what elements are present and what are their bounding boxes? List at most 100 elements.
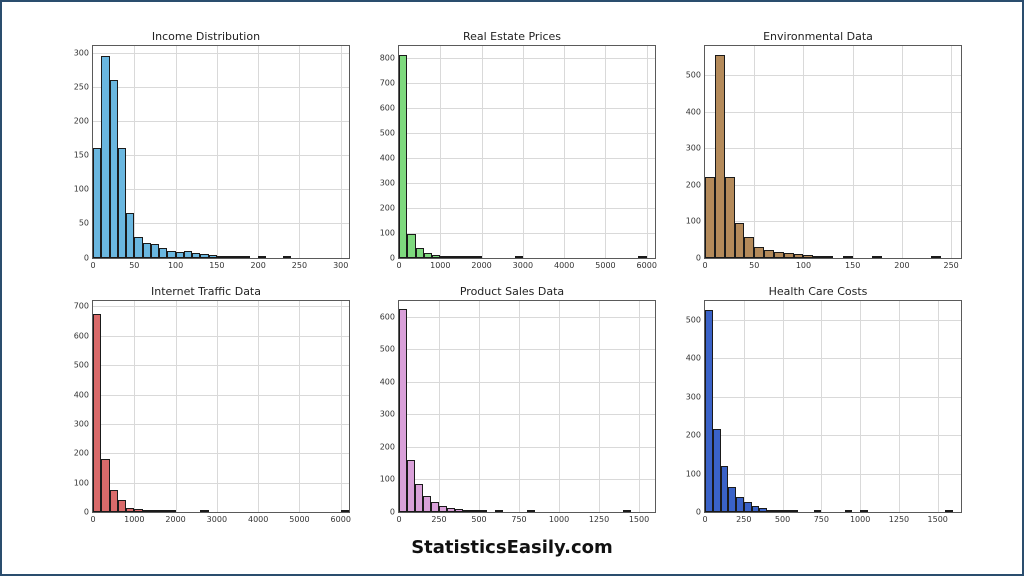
histogram-bar xyxy=(407,460,415,512)
histogram-bar xyxy=(399,55,407,258)
grid-line xyxy=(399,447,655,448)
y-tick-label: 600 xyxy=(380,312,399,321)
histogram-bar xyxy=(151,510,159,512)
histogram-bar xyxy=(126,213,134,257)
histogram-bar xyxy=(465,256,473,258)
grid-line xyxy=(821,301,822,513)
grid-line xyxy=(93,53,349,54)
x-tick-label: 1250 xyxy=(589,512,609,524)
histogram-bar xyxy=(728,487,736,512)
plot-area: 01002003004005000250500750100012501500 xyxy=(704,300,962,514)
histogram-bar xyxy=(176,252,184,257)
grid-line xyxy=(559,301,560,513)
y-tick-label: 500 xyxy=(74,361,93,370)
histogram-bar xyxy=(872,256,882,258)
histogram-bar xyxy=(767,510,775,512)
grid-line xyxy=(93,189,349,190)
y-tick-label: 500 xyxy=(686,71,705,80)
y-tick-label: 250 xyxy=(74,82,93,91)
y-tick-label: 100 xyxy=(380,228,399,237)
histogram-bar xyxy=(159,248,167,258)
histogram-bar xyxy=(341,510,349,512)
grid-line xyxy=(93,336,349,337)
x-tick-label: 5000 xyxy=(595,258,615,270)
grid-line xyxy=(93,87,349,88)
grid-line xyxy=(705,185,961,186)
histogram-bar xyxy=(813,256,823,258)
x-tick-label: 1000 xyxy=(549,512,569,524)
chart-title: Health Care Costs xyxy=(674,285,962,298)
x-tick-label: 6000 xyxy=(331,512,351,524)
y-tick-label: 150 xyxy=(74,151,93,160)
grid-line xyxy=(176,46,177,258)
x-tick-label: 250 xyxy=(944,258,959,270)
histogram-bar xyxy=(705,177,715,257)
x-tick-label: 1500 xyxy=(928,512,948,524)
y-tick-label: 800 xyxy=(380,54,399,63)
grid-line xyxy=(341,301,342,513)
grid-line xyxy=(93,483,349,484)
histogram-bar xyxy=(479,510,487,512)
grid-line xyxy=(744,301,745,513)
histogram-bar xyxy=(126,508,134,512)
figure-frame: Income Distribution050100150200250300050… xyxy=(0,0,1024,576)
histogram-bar xyxy=(110,490,118,512)
y-tick-label: 400 xyxy=(74,390,93,399)
grid-line xyxy=(605,46,606,258)
histogram-bar xyxy=(744,237,754,257)
histogram-bar xyxy=(715,55,725,257)
plot-area: 0100200300400500600025050075010001250150… xyxy=(398,300,656,514)
grid-line xyxy=(399,108,655,109)
chart-title: Environmental Data xyxy=(674,30,962,43)
plot-area: 050100150200250300050100150200250300 xyxy=(92,45,350,259)
y-tick-label: 300 xyxy=(686,392,705,401)
grid-line xyxy=(134,46,135,258)
y-tick-label: 600 xyxy=(380,104,399,113)
grid-line xyxy=(523,46,524,258)
grid-line xyxy=(93,365,349,366)
grid-line xyxy=(299,301,300,513)
x-tick-label: 50 xyxy=(749,258,759,270)
histogram-bar xyxy=(415,484,423,512)
histogram-bar xyxy=(225,256,233,258)
y-tick-label: 50 xyxy=(79,219,93,228)
grid-line xyxy=(899,301,900,513)
x-tick-label: 100 xyxy=(796,258,811,270)
grid-line xyxy=(93,121,349,122)
grid-line xyxy=(853,46,854,258)
x-tick-label: 150 xyxy=(845,258,860,270)
histogram-bar xyxy=(774,252,784,257)
grid-line xyxy=(134,301,135,513)
histogram-bar xyxy=(473,256,481,258)
x-tick-label: 0 xyxy=(396,512,401,524)
histogram-bar xyxy=(814,510,822,512)
histogram-bar xyxy=(754,247,764,258)
x-tick-label: 500 xyxy=(775,512,790,524)
x-tick-label: 2000 xyxy=(471,258,491,270)
histogram-bar xyxy=(440,256,448,258)
grid-line xyxy=(399,317,655,318)
grid-line xyxy=(440,46,441,258)
y-tick-label: 300 xyxy=(686,144,705,153)
y-tick-label: 200 xyxy=(686,431,705,440)
grid-line xyxy=(860,301,861,513)
histogram-bar xyxy=(200,510,208,512)
grid-line xyxy=(217,301,218,513)
grid-line xyxy=(519,301,520,513)
histogram-bar xyxy=(931,256,941,258)
grid-line xyxy=(399,133,655,134)
y-tick-label: 100 xyxy=(686,469,705,478)
histogram-bar xyxy=(447,508,455,512)
y-tick-label: 100 xyxy=(380,475,399,484)
grid-line xyxy=(439,301,440,513)
histogram-bar xyxy=(735,223,745,258)
histogram-bar xyxy=(775,510,783,512)
plot-area: 0100200300400500600700010002000300040005… xyxy=(92,300,350,514)
x-tick-label: 3000 xyxy=(513,258,533,270)
histogram-bar xyxy=(721,466,729,512)
grid-line xyxy=(902,46,903,258)
chart-panel-income: Income Distribution050100150200250300050… xyxy=(62,30,350,277)
histogram-bar xyxy=(638,256,646,258)
histogram-bar xyxy=(945,510,953,512)
histogram-bar xyxy=(725,177,735,257)
